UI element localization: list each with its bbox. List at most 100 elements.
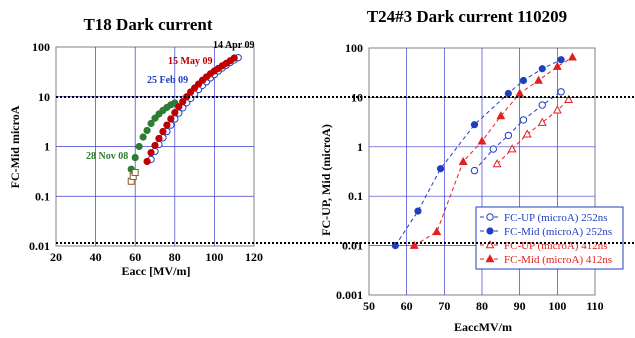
data-point xyxy=(470,166,479,175)
data-point xyxy=(537,117,547,126)
data-point xyxy=(143,126,151,135)
legend-marker xyxy=(486,227,494,235)
legend-item: FC-Mid (microA) 412ns xyxy=(480,254,612,266)
data-point xyxy=(507,144,517,153)
series-line xyxy=(413,56,573,247)
data-series-right xyxy=(391,52,577,250)
data-point xyxy=(163,121,171,129)
x-tick-label: 20 xyxy=(50,250,62,264)
x-tick-label: 120 xyxy=(245,250,263,264)
annotation-15-may-09: 15 May 09 xyxy=(168,56,212,67)
y-axis-label-left: FC-Mid microA xyxy=(8,105,22,188)
data-point xyxy=(151,141,159,150)
legend-item: FC-Mid (microA) 252ns xyxy=(480,226,612,238)
x-tick-label: 80 xyxy=(169,250,181,264)
series-4 xyxy=(127,169,139,185)
data-point xyxy=(458,156,468,165)
data-point xyxy=(432,226,442,236)
series-1 xyxy=(127,99,179,173)
series-1 xyxy=(470,88,565,175)
series-2 xyxy=(391,56,565,250)
x-tick-label: 110 xyxy=(586,299,603,313)
x-tick-label: 90 xyxy=(514,299,526,313)
data-point xyxy=(557,56,565,64)
x-axis-label-right: EaccMV/m xyxy=(454,320,512,334)
y-tick-label: 1 xyxy=(44,140,50,154)
data-point xyxy=(470,121,479,129)
x-tick-label: 100 xyxy=(205,250,223,264)
data-point xyxy=(147,119,155,128)
data-point xyxy=(504,89,512,98)
x-tick-label: 80 xyxy=(476,299,488,313)
annotation-28-nov-08: 28 Nov 08 xyxy=(86,151,128,162)
x-tick-label: 60 xyxy=(401,299,413,313)
y-tick-label: 100 xyxy=(345,41,363,55)
chart-left: 20 40 60 80 100 120 0.01 0.1 1 10 100 T18 Dark cur… xyxy=(8,15,263,278)
chart-title-left: T18 Dark current xyxy=(83,15,212,34)
data-point xyxy=(489,145,497,153)
x-axis-label-left: Eacc [MV/m] xyxy=(122,264,191,278)
data-point xyxy=(414,207,422,215)
legend-label: FC-UP (microA) 412ns xyxy=(504,240,607,252)
data-point xyxy=(492,159,502,168)
data-point xyxy=(567,52,577,61)
legend-label: FC-Mid (microA) 412ns xyxy=(504,254,612,266)
x-tick-label: 40 xyxy=(90,250,102,264)
y-tick-label: 10 xyxy=(38,90,50,104)
legend-label: FC-UP (microA) 252ns xyxy=(504,212,607,224)
data-point xyxy=(519,116,528,124)
data-point xyxy=(552,105,562,114)
x-tick-label: 100 xyxy=(548,299,566,313)
series-4 xyxy=(409,52,577,249)
data-point xyxy=(519,76,528,85)
data-point xyxy=(538,101,546,109)
data-point xyxy=(167,115,175,123)
data-point xyxy=(504,131,513,140)
data-point xyxy=(147,149,155,157)
data-series-left xyxy=(127,53,242,185)
data-point xyxy=(131,153,139,162)
y-tick-label: 0.01 xyxy=(342,239,363,253)
legend-box xyxy=(475,206,624,270)
series-3 xyxy=(492,94,574,168)
legend-marker xyxy=(485,240,495,249)
data-point xyxy=(171,109,179,117)
data-point xyxy=(515,88,525,97)
data-point xyxy=(552,61,562,70)
tick-labels-left: 20 40 60 80 100 120 0.01 0.1 1 10 100 xyxy=(29,40,263,264)
x-tick-label: 50 xyxy=(363,299,375,313)
annotation-14-apr-09: 14 Apr 09 xyxy=(213,40,255,51)
data-point xyxy=(139,133,147,141)
series-3 xyxy=(143,54,238,166)
legend-marker xyxy=(485,254,495,263)
data-point xyxy=(143,157,151,166)
series-line xyxy=(474,91,562,171)
y-tick-label: 0.01 xyxy=(29,239,50,253)
data-point xyxy=(557,88,565,96)
annotation-25-feb-09: 25 Feb 09 xyxy=(147,75,188,86)
legend-right: FC-UP (microA) 252ns FC-Mid (microA) 252n… xyxy=(475,206,624,270)
series-line xyxy=(394,59,562,246)
data-point xyxy=(155,134,163,143)
data-point xyxy=(391,242,399,250)
data-point xyxy=(175,103,183,111)
y-tick-label: 0.1 xyxy=(35,189,50,203)
data-point xyxy=(159,127,167,136)
data-point xyxy=(135,142,143,151)
data-point xyxy=(409,240,419,249)
data-point xyxy=(230,54,238,62)
data-point xyxy=(564,94,574,103)
data-point xyxy=(522,129,532,138)
data-point xyxy=(131,169,139,177)
y-tick-label: 0.001 xyxy=(336,288,363,302)
data-point xyxy=(477,136,487,145)
y-tick-label: 100 xyxy=(32,40,50,54)
y-tick-label: 0.1 xyxy=(348,189,363,203)
x-tick-label: 60 xyxy=(129,250,141,264)
legend-item: FC-UP (microA) 252ns xyxy=(480,212,607,224)
data-point xyxy=(534,75,543,84)
data-point xyxy=(538,65,546,73)
data-point xyxy=(179,97,187,106)
y-axis-label-right: FC-UP, Mid (microA) xyxy=(319,124,333,236)
